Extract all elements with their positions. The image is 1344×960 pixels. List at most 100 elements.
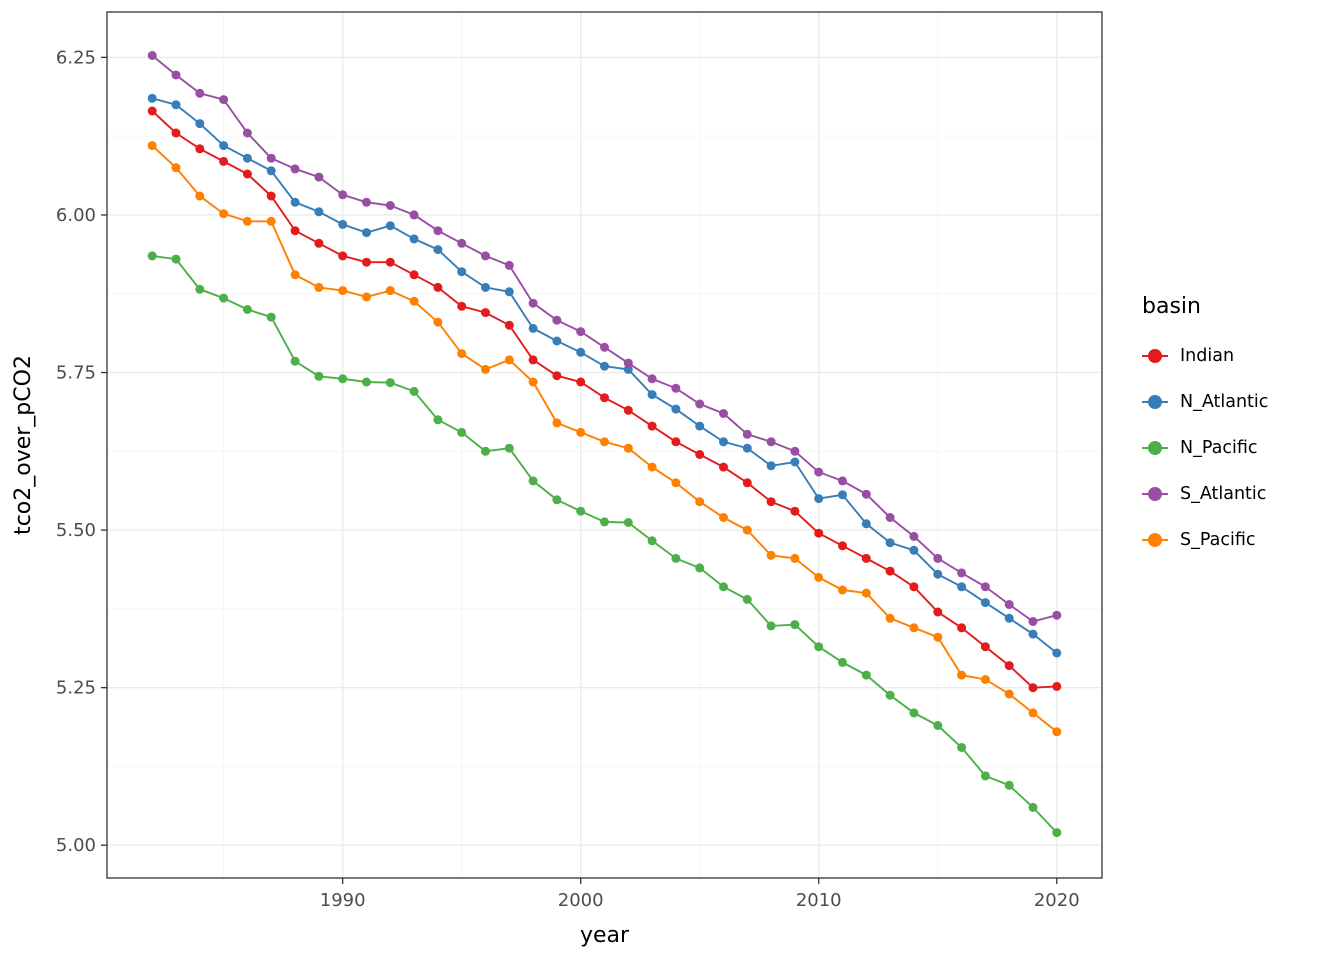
data-point-N_Atlantic <box>909 545 919 555</box>
data-point-S_Atlantic <box>909 531 919 541</box>
data-point-N_Atlantic <box>362 228 371 238</box>
data-point-N_Pacific <box>528 476 538 486</box>
data-point-S_Atlantic <box>528 298 538 308</box>
data-point-Indian <box>814 528 824 538</box>
data-point-S_Atlantic <box>552 315 562 325</box>
data-point-S_Pacific <box>338 286 348 296</box>
data-point-N_Pacific <box>338 374 348 384</box>
data-point-S_Pacific <box>790 553 800 563</box>
data-point-N_Pacific <box>552 495 562 505</box>
data-point-S_Pacific <box>242 216 252 226</box>
data-point-Indian <box>1028 683 1038 693</box>
data-point-N_Pacific <box>766 621 776 631</box>
legend-label: S_Atlantic <box>1180 484 1267 504</box>
legend-key-dot-icon <box>1142 343 1168 369</box>
data-point-N_Pacific <box>957 743 967 752</box>
data-point-S_Pacific <box>266 216 276 226</box>
data-point-N_Pacific <box>219 293 229 303</box>
data-point-S_Pacific <box>885 613 895 623</box>
data-point-N_Atlantic <box>766 461 776 471</box>
data-point-S_Atlantic <box>623 358 633 368</box>
data-point-S_Pacific <box>909 623 919 633</box>
y-tick-label: 5.50 <box>56 520 96 541</box>
data-point-Indian <box>266 191 276 201</box>
data-point-N_Atlantic <box>195 119 205 129</box>
data-point-S_Atlantic <box>504 260 514 270</box>
data-point-N_Pacific <box>623 518 633 527</box>
x-axis-title: year <box>580 923 630 948</box>
panel-border <box>106 11 1103 879</box>
data-point-Indian <box>885 566 895 576</box>
data-point-Indian <box>838 541 847 551</box>
data-point-N_Atlantic <box>1028 629 1038 639</box>
data-point-S_Atlantic <box>457 238 467 248</box>
data-point-N_Pacific <box>695 563 705 573</box>
data-point-Indian <box>242 169 252 179</box>
legend-key-dot-icon <box>1142 481 1168 507</box>
data-point-Indian <box>957 623 967 633</box>
data-point-S_Atlantic <box>290 164 300 174</box>
legend-item-n-atlantic: N_Atlantic <box>1142 379 1342 425</box>
data-point-S_Atlantic <box>885 513 895 522</box>
data-point-Indian <box>861 553 871 563</box>
data-point-S_Pacific <box>528 377 538 387</box>
data-point-N_Atlantic <box>147 93 157 103</box>
y-tick-label: 5.75 <box>56 363 96 384</box>
data-point-N_Pacific <box>742 594 752 604</box>
data-point-S_Pacific <box>171 163 181 173</box>
data-point-S_Pacific <box>314 282 324 292</box>
data-point-S_Atlantic <box>695 399 705 409</box>
data-point-S_Pacific <box>552 418 562 428</box>
legend-item-n-pacific: N_Pacific <box>1142 425 1342 471</box>
data-point-Indian <box>980 642 990 652</box>
data-point-S_Pacific <box>861 588 871 598</box>
y-tick-label: 6.25 <box>56 47 96 68</box>
data-point-S_Pacific <box>980 675 990 684</box>
data-point-S_Pacific <box>647 462 657 472</box>
x-tick-label: 2010 <box>796 890 842 911</box>
data-point-S_Atlantic <box>814 467 824 477</box>
data-point-N_Atlantic <box>552 336 562 346</box>
data-point-S_Pacific <box>481 364 490 374</box>
legend-item-s-pacific: S_Pacific <box>1142 517 1342 563</box>
data-point-S_Atlantic <box>1028 617 1038 626</box>
data-point-S_Atlantic <box>242 128 252 138</box>
data-point-N_Atlantic <box>219 141 229 151</box>
legend-item-s-atlantic: S_Atlantic <box>1142 471 1342 517</box>
data-point-Indian <box>671 437 681 447</box>
data-point-N_Pacific <box>861 670 871 680</box>
chart-svg: 1990 2000 2010 2020 5.00 5.25 5.50 5.75 6.00 6.25… <box>11 11 1103 948</box>
data-point-N_Atlantic <box>623 364 633 374</box>
data-point-S_Atlantic <box>409 210 419 220</box>
legend-title: basin <box>1142 294 1201 319</box>
legend-label: N_Pacific <box>1180 438 1258 458</box>
data-point-Indian <box>909 582 919 592</box>
data-point-S_Atlantic <box>1004 600 1014 609</box>
data-point-N_Pacific <box>647 536 657 546</box>
data-point-S_Pacific <box>1052 727 1062 737</box>
data-point-Indian <box>600 393 609 403</box>
data-point-Indian <box>933 607 943 617</box>
data-point-S_Pacific <box>719 513 728 522</box>
data-point-Indian <box>481 308 490 318</box>
data-point-N_Pacific <box>814 642 824 652</box>
data-point-N_Pacific <box>933 721 943 730</box>
data-point-Indian <box>362 257 371 267</box>
data-point-N_Atlantic <box>814 494 824 504</box>
data-point-S_Atlantic <box>171 70 181 80</box>
data-point-S_Pacific <box>1004 689 1014 699</box>
data-point-S_Pacific <box>623 443 633 453</box>
data-point-S_Atlantic <box>719 409 728 418</box>
data-point-Indian <box>147 106 157 116</box>
data-point-Indian <box>171 128 181 138</box>
data-point-N_Pacific <box>266 312 276 322</box>
data-point-N_Pacific <box>980 771 990 781</box>
data-point-N_Atlantic <box>576 347 586 357</box>
data-point-N_Pacific <box>600 517 609 527</box>
legend-key-dot-icon <box>1142 389 1168 415</box>
data-point-N_Pacific <box>885 690 895 700</box>
data-point-S_Pacific <box>195 191 205 201</box>
data-point-N_Pacific <box>838 657 847 667</box>
data-point-N_Atlantic <box>885 538 895 548</box>
